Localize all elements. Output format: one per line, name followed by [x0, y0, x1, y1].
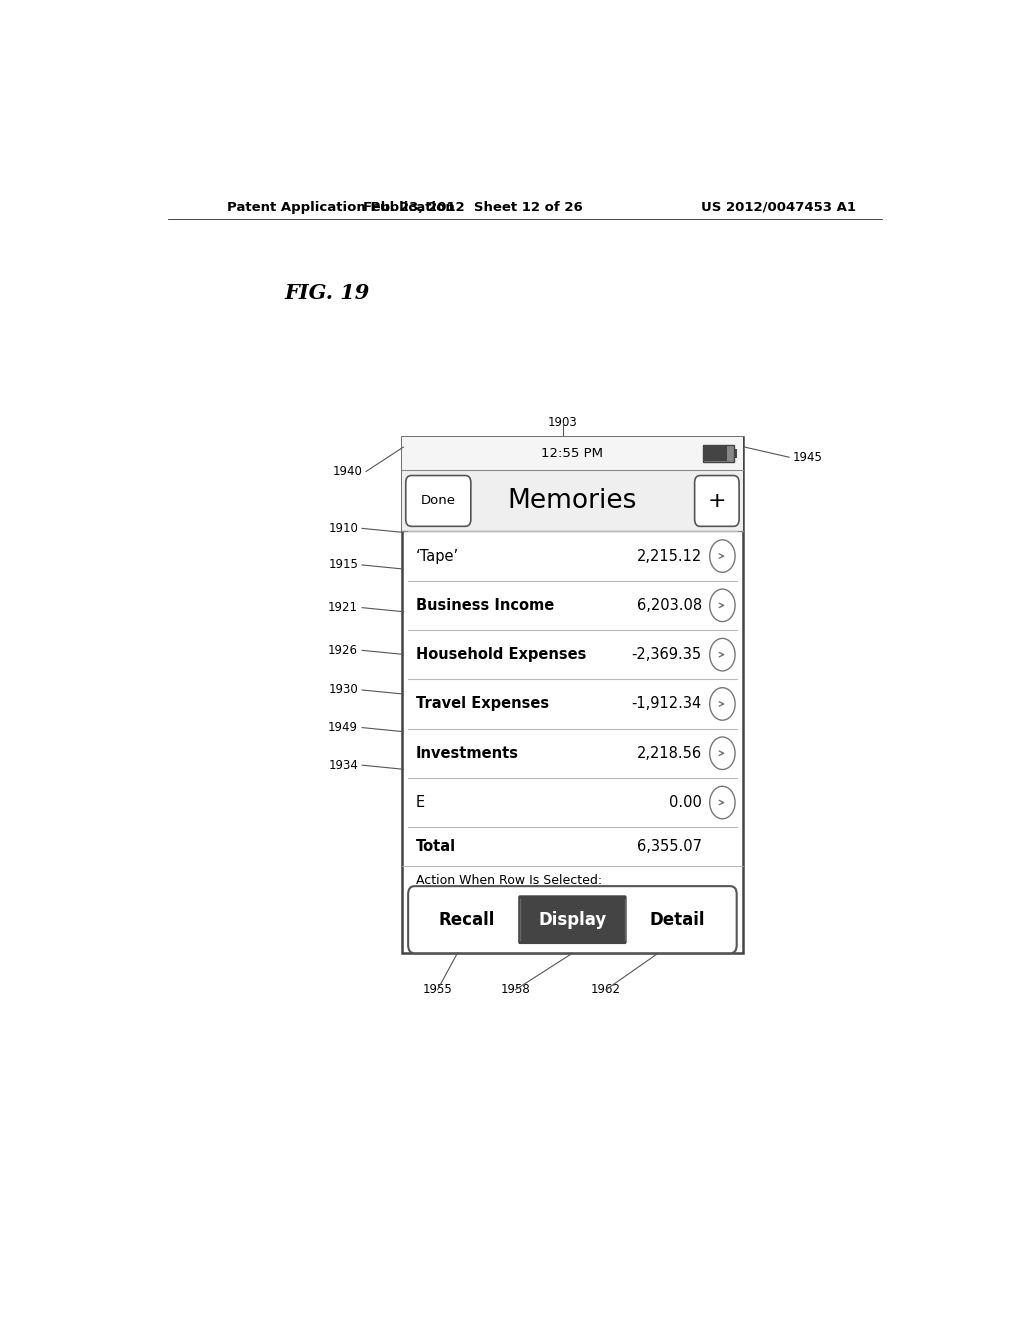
Text: 12:55 PM: 12:55 PM — [542, 447, 603, 461]
Text: 6,355.07: 6,355.07 — [637, 840, 701, 854]
Text: Feb. 23, 2012  Sheet 12 of 26: Feb. 23, 2012 Sheet 12 of 26 — [364, 201, 583, 214]
Text: 1955: 1955 — [423, 983, 453, 997]
Text: 6,203.08: 6,203.08 — [637, 598, 701, 612]
Text: +: + — [708, 491, 726, 511]
Text: Display: Display — [539, 911, 606, 929]
FancyBboxPatch shape — [401, 437, 743, 953]
Text: Patent Application Publication: Patent Application Publication — [227, 201, 455, 214]
Text: ‘Tape’: ‘Tape’ — [416, 549, 459, 564]
Text: -1,912.34: -1,912.34 — [632, 697, 701, 711]
Text: 1903: 1903 — [548, 416, 578, 429]
Text: 1945: 1945 — [793, 450, 823, 463]
Text: 1958: 1958 — [501, 983, 530, 997]
FancyBboxPatch shape — [518, 895, 627, 944]
Text: Total: Total — [416, 840, 457, 854]
Text: 1930: 1930 — [329, 684, 358, 697]
Text: FIG. 19: FIG. 19 — [285, 282, 370, 302]
Text: Travel Expenses: Travel Expenses — [416, 697, 549, 711]
Text: 1921: 1921 — [328, 601, 358, 614]
Text: 0.00: 0.00 — [669, 795, 701, 810]
Bar — [705, 446, 727, 461]
Text: Done: Done — [421, 495, 456, 507]
Text: 1940: 1940 — [332, 465, 362, 478]
Text: Recall: Recall — [439, 911, 496, 929]
Text: Memories: Memories — [508, 488, 637, 513]
FancyBboxPatch shape — [409, 886, 736, 953]
Text: 2,215.12: 2,215.12 — [637, 549, 701, 564]
Text: US 2012/0047453 A1: US 2012/0047453 A1 — [701, 201, 856, 214]
Bar — [733, 449, 736, 458]
Text: 1915: 1915 — [329, 558, 358, 572]
FancyBboxPatch shape — [406, 475, 471, 527]
Text: 1949: 1949 — [328, 721, 358, 734]
Bar — [401, 437, 743, 470]
Text: 1962: 1962 — [591, 983, 621, 997]
Text: 1910: 1910 — [329, 521, 358, 535]
Text: 1934: 1934 — [329, 759, 358, 772]
Text: 2,218.56: 2,218.56 — [637, 746, 701, 760]
Text: Detail: Detail — [650, 911, 706, 929]
Text: Household Expenses: Household Expenses — [416, 647, 587, 663]
FancyBboxPatch shape — [694, 475, 739, 527]
Text: -2,369.35: -2,369.35 — [632, 647, 701, 663]
Text: 1926: 1926 — [328, 644, 358, 657]
Text: E: E — [416, 795, 425, 810]
Bar — [703, 445, 733, 462]
Text: Investments: Investments — [416, 746, 519, 760]
Text: Business Income: Business Income — [416, 598, 554, 612]
Bar — [401, 470, 743, 532]
Text: Action When Row Is Selected:: Action When Row Is Selected: — [416, 874, 602, 887]
